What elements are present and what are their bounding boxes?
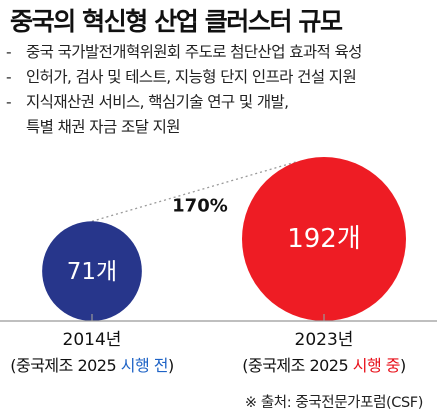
chart-title: 중국의 혁신형 산업 클러스터 규모 bbox=[10, 7, 343, 36]
bubble-2014 bbox=[42, 221, 142, 321]
bubble-2023 bbox=[242, 157, 406, 321]
bullet-text: 인허가, 검사 및 테스트, 지능형 단지 인프라 건설 지원 bbox=[26, 68, 357, 86]
bullet-dash: - bbox=[6, 68, 12, 86]
growth-rate-label: 170% bbox=[172, 196, 228, 217]
note-highlight: 시행 전 bbox=[121, 356, 168, 375]
growth-connector-line bbox=[91, 161, 297, 222]
status-note-2014: (중국제조 2025 시행 전) bbox=[10, 356, 174, 375]
bullet-item: - 지식재산권 서비스, 핵심기술 연구 및 개발, 특별 채권 자금 조달 지… bbox=[4, 90, 362, 140]
bullet-dash: - bbox=[6, 93, 12, 111]
note-suffix: ) bbox=[400, 356, 406, 375]
year-label-2014: 2014년 bbox=[63, 330, 122, 350]
status-note-2023: (중국제조 2025 시행 중) bbox=[242, 356, 406, 375]
note-suffix: ) bbox=[168, 356, 174, 375]
bullet-text: 특별 채권 자금 조달 지원 bbox=[26, 118, 181, 136]
value-label-2023: 192개 bbox=[287, 224, 361, 254]
note-prefix: (중국제조 2025 bbox=[10, 356, 121, 375]
bullet-list: - 중국 국가발전개혁위원회 주도로 첨단산업 효과적 육성 - 인허가, 검사… bbox=[4, 40, 362, 140]
bullet-text: 지식재산권 서비스, 핵심기술 연구 및 개발, bbox=[26, 93, 289, 111]
year-label-2023: 2023년 bbox=[295, 330, 354, 350]
bullet-item: - 인허가, 검사 및 테스트, 지능형 단지 인프라 건설 지원 bbox=[4, 65, 362, 90]
bullet-item: - 중국 국가발전개혁위원회 주도로 첨단산업 효과적 육성 bbox=[4, 40, 362, 65]
value-label-2014: 71개 bbox=[67, 259, 117, 285]
bullet-text: 중국 국가발전개혁위원회 주도로 첨단산업 효과적 육성 bbox=[26, 43, 362, 61]
note-prefix: (중국제조 2025 bbox=[242, 356, 353, 375]
bullet-dash: - bbox=[6, 43, 12, 61]
source-note: ※ 출처: 중국전문가포럼(CSF) bbox=[244, 395, 424, 411]
note-highlight: 시행 중 bbox=[353, 356, 400, 375]
